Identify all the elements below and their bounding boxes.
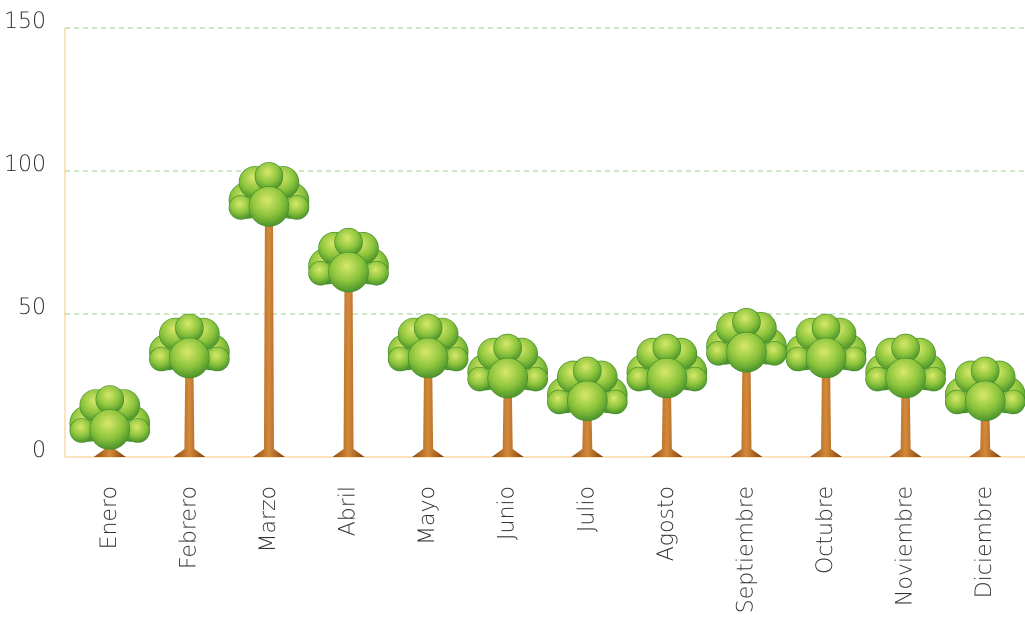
tree [785, 313, 867, 457]
x-tick-label: Enero [97, 486, 122, 549]
tree [546, 356, 628, 457]
x-tick-label: Julio [574, 486, 599, 532]
tree [149, 313, 230, 457]
x-tick-label: Octubre [813, 486, 838, 574]
tree [387, 313, 469, 457]
tree [626, 333, 708, 457]
tree-trunk [252, 207, 285, 457]
tree-trunk [173, 359, 206, 457]
tree [308, 227, 389, 457]
x-tick-label: Diciembre [972, 486, 997, 598]
tree-crown [248, 186, 290, 227]
x-tick-label: Mayo [415, 486, 440, 545]
y-tick-label: 50 [18, 295, 46, 320]
tree-crown [805, 337, 847, 379]
tree-trunk [412, 359, 445, 457]
tree [69, 385, 151, 457]
tree [706, 307, 787, 457]
tree-crown [328, 251, 369, 293]
y-tick-label: 100 [4, 152, 46, 177]
tree-crown [487, 357, 529, 399]
x-tick-label: Noviembre [893, 486, 918, 606]
tree-trunk [889, 379, 922, 457]
x-tick-label: Marzo [256, 486, 281, 553]
tree-crown [646, 357, 688, 399]
tree-trunk [571, 401, 604, 457]
tree-crown [407, 337, 449, 379]
tree-crown [566, 380, 608, 422]
tree-crown [885, 357, 926, 399]
tree [944, 356, 1025, 457]
tree-trunk [650, 379, 683, 457]
tree-trunk [491, 379, 524, 457]
x-tick-label: Febrero [176, 486, 201, 569]
tree-crown [726, 331, 767, 373]
tree-trunk [730, 353, 763, 457]
tree-crown [964, 380, 1006, 422]
tree-trunk [332, 273, 365, 457]
tree-trunk [969, 401, 1002, 457]
x-tick-label: Agosto [654, 486, 679, 561]
y-tick-label: 150 [4, 9, 46, 34]
x-tick-label: Abril [336, 486, 361, 536]
x-tick-label: Junio [495, 486, 520, 540]
tree [228, 162, 310, 457]
tree [467, 333, 549, 457]
x-tick-label: Septiembre [733, 486, 758, 613]
y-tick-label: 0 [32, 438, 46, 463]
tree-crown [169, 337, 210, 379]
tree [865, 333, 946, 457]
tree-crown [89, 409, 131, 450]
tree-trunk [810, 359, 843, 457]
